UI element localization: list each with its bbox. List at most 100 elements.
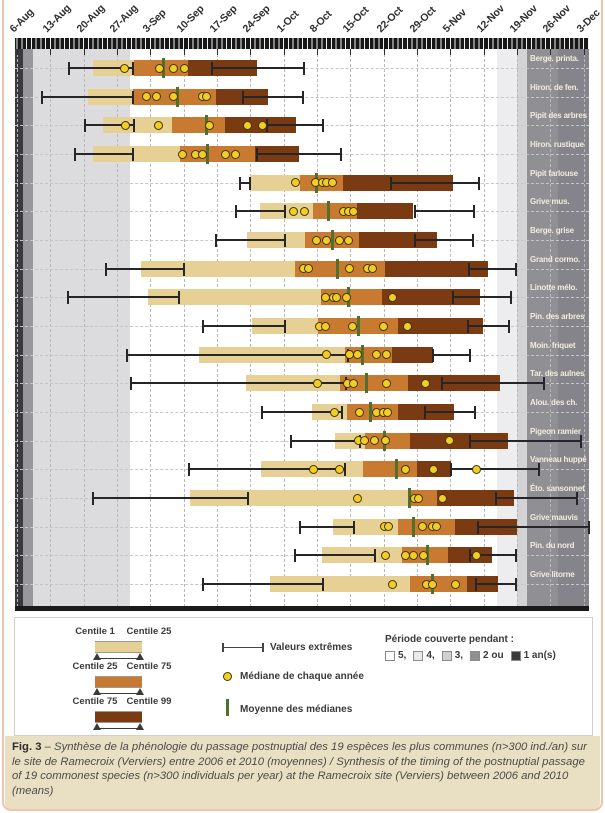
coverage-title: Période couverte pendant : <box>385 634 514 645</box>
extreme-whisker-cap <box>215 234 218 247</box>
gridline-vertical <box>17 49 18 607</box>
mean-of-medians-line <box>327 201 331 222</box>
gridline-vertical <box>116 49 118 607</box>
percentile-right-label: Centile 99 <box>126 696 172 707</box>
figure-caption: Fig. 3 – Synthèse de la phénologie du pa… <box>12 740 592 798</box>
extreme-whisker-cap <box>515 578 518 591</box>
extreme-whisker-line <box>126 353 348 356</box>
extreme-whisker-line <box>290 439 360 442</box>
percentile-box-1-25 <box>249 174 300 191</box>
week-tick <box>550 49 552 55</box>
extreme-whisker-line <box>212 67 305 69</box>
extreme-whisker-line <box>203 325 286 327</box>
yearly-median-dot <box>155 63 165 73</box>
percentile-box-sample <box>95 641 142 653</box>
arrow-head-right-icon <box>136 688 144 695</box>
yearly-median-dot <box>355 407 365 417</box>
yearly-median-dot <box>345 264 355 274</box>
extreme-whisker-cap <box>344 463 347 477</box>
extreme-whisker-cap <box>298 520 301 534</box>
coverage-item: 5, <box>385 650 406 661</box>
mean-of-medians-line <box>426 545 430 566</box>
yearly-median-dot <box>437 493 447 503</box>
extreme-whisker-cap <box>414 234 417 247</box>
percentile-box-75-99 <box>216 88 268 105</box>
extreme-whisker-cap <box>132 148 135 161</box>
week-tick <box>416 49 418 55</box>
extreme-whisker-line <box>390 181 479 184</box>
legend-percentile-group: Centile 25 Centile 75 <box>72 661 182 695</box>
species-label: Grand cormo. <box>530 254 581 264</box>
coverage-item: 3, <box>441 650 463 661</box>
extreme-whisker-cap <box>543 377 546 391</box>
yearly-median-dot <box>344 235 354 245</box>
extreme-whisker-cap <box>452 291 455 305</box>
extreme-whisker-cap <box>468 434 471 448</box>
extreme-whisker-cap <box>472 234 475 247</box>
extreme-whisker-cap <box>202 320 205 333</box>
percentile-box-25-75 <box>339 375 408 392</box>
yearly-median-dot <box>387 579 397 589</box>
extreme-whisker-cap <box>133 119 136 133</box>
extreme-whisker-cap <box>474 406 477 419</box>
range-arrows-icon <box>93 688 144 697</box>
extreme-whisker-cap <box>579 434 582 448</box>
species-label: Hiron. rustique <box>530 140 584 149</box>
percentile-box-75-99 <box>358 232 437 248</box>
whisker-line-sample <box>222 647 264 648</box>
extreme-whisker-cap <box>424 406 427 419</box>
species-label: Moin. friquet <box>530 340 576 350</box>
extreme-whisker-cap <box>187 463 190 477</box>
coverage-swatch-label: 2 ou <box>483 650 504 661</box>
mean-line-icon <box>226 699 229 716</box>
yearly-median-dot <box>384 522 394 532</box>
extreme-whisker-cap <box>289 434 292 448</box>
week-tick <box>83 49 85 55</box>
yearly-median-dot <box>304 264 314 274</box>
yearly-median-dot <box>387 292 397 302</box>
extreme-whisker-cap <box>132 62 135 75</box>
extreme-whisker-line <box>433 353 470 356</box>
extreme-whisker-line <box>468 267 517 270</box>
yearly-median-dot <box>290 178 300 188</box>
extreme-whisker-line <box>75 153 134 155</box>
extreme-whisker-cap <box>265 119 268 133</box>
species-label: Éto. sansonnet <box>530 484 585 493</box>
axis-date-label: 26-Nov <box>540 2 574 35</box>
axis-date-label: 27-Aug <box>107 2 141 36</box>
extreme-whisker-cap <box>473 205 476 219</box>
extreme-whisker-line <box>415 210 475 213</box>
figure-number: Fig. 3 <box>12 741 42 753</box>
yearly-median-dot <box>179 63 189 73</box>
whisker-cap-icon <box>262 643 264 652</box>
percentile-box-75-99 <box>385 260 488 277</box>
extreme-whisker-cap <box>294 549 297 563</box>
axis-date-label: 19-Nov <box>507 2 540 35</box>
week-tick <box>216 49 218 55</box>
extreme-whisker-cap <box>495 492 498 505</box>
coverage-band-2yr <box>23 38 33 608</box>
extreme-whisker-line <box>415 239 474 241</box>
extreme-whisker-line <box>130 382 347 385</box>
legend-percentile-group: Centile 1 Centile 25 <box>72 626 182 660</box>
percentile-right-label: Centile 25 <box>126 626 172 637</box>
percentile-box-1-25 <box>189 490 408 506</box>
extreme-whisker-cap <box>41 90 44 104</box>
extreme-whisker-cap <box>477 176 480 190</box>
yearly-median-dot <box>168 63 178 73</box>
coverage-scale: 5, 4, 3, 2 ou 1 an(s) <box>385 650 556 661</box>
extreme-whisker-cap <box>322 119 325 133</box>
extreme-whisker-cap <box>248 176 251 190</box>
extreme-whisker-line <box>85 124 135 127</box>
mean-of-medians-line <box>360 344 364 365</box>
extreme-whisker-cap <box>202 578 205 591</box>
axis-date-label: 1-Oct <box>274 8 301 35</box>
species-label: Pipit des arbres <box>530 111 587 121</box>
extreme-whisker-cap <box>515 549 518 563</box>
week-tick <box>250 49 252 55</box>
coverage-swatch <box>510 650 521 661</box>
percentile-box-1-25 <box>269 576 410 592</box>
coverage-item: 2 ou <box>470 650 504 661</box>
percentile-left-label: Centile 1 <box>75 626 115 637</box>
